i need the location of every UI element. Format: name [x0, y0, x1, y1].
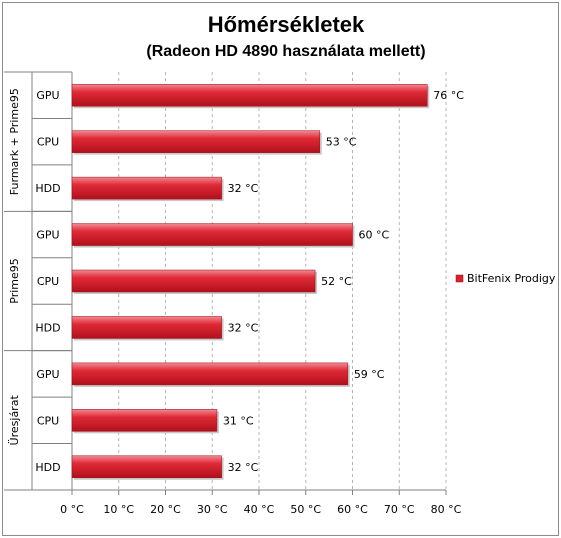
bar: [71, 409, 218, 432]
category-label: GPU: [36, 229, 59, 242]
legend-swatch: [455, 274, 464, 283]
bar: [71, 176, 222, 200]
category-label: CPU: [37, 136, 59, 149]
bar: [71, 223, 353, 246]
data-label: 32 °C: [228, 321, 259, 334]
x-tick-label: 40 °C: [244, 503, 275, 516]
x-tick-label: 10 °C: [103, 503, 134, 516]
x-tick-label: 50 °C: [290, 503, 321, 516]
category-label: CPU: [37, 414, 59, 427]
category-label: HDD: [35, 182, 60, 195]
data-label: 31 °C: [223, 414, 254, 427]
bar: [71, 269, 316, 293]
x-tick-label: 0 °C: [60, 503, 84, 516]
bar: [71, 83, 428, 107]
x-tick-label: 20 °C: [150, 503, 181, 516]
data-label: 76 °C: [433, 89, 464, 102]
chart-subtitle: (Radeon HD 4890 használata mellett): [146, 43, 425, 60]
chart-title: Hőmérsékletek: [208, 12, 365, 37]
bar: [71, 316, 222, 339]
group-label: Furmark + Prime95: [8, 88, 21, 195]
data-label: 32 °C: [228, 461, 259, 474]
category-label: HDD: [35, 321, 60, 334]
legend-label: BitFenix Prodigy: [467, 272, 556, 285]
data-label: 52 °C: [321, 275, 352, 288]
category-label: HDD: [35, 461, 60, 474]
category-label: GPU: [36, 368, 59, 381]
data-label: 32 °C: [228, 182, 259, 195]
x-tick-label: 80 °C: [431, 503, 462, 516]
data-label: 53 °C: [326, 136, 357, 149]
group-label: Üresjárat: [8, 395, 21, 446]
data-label: 59 °C: [354, 368, 385, 381]
x-tick-label: 60 °C: [337, 503, 368, 516]
bar: [71, 130, 321, 153]
group-label: Prime95: [8, 258, 21, 304]
x-tick-label: 30 °C: [197, 503, 228, 516]
bar: [71, 455, 222, 479]
x-tick-label: 70 °C: [384, 503, 415, 516]
bar: [71, 362, 349, 386]
data-label: 60 °C: [359, 229, 390, 242]
category-label: GPU: [36, 89, 59, 102]
category-label: CPU: [37, 275, 59, 288]
